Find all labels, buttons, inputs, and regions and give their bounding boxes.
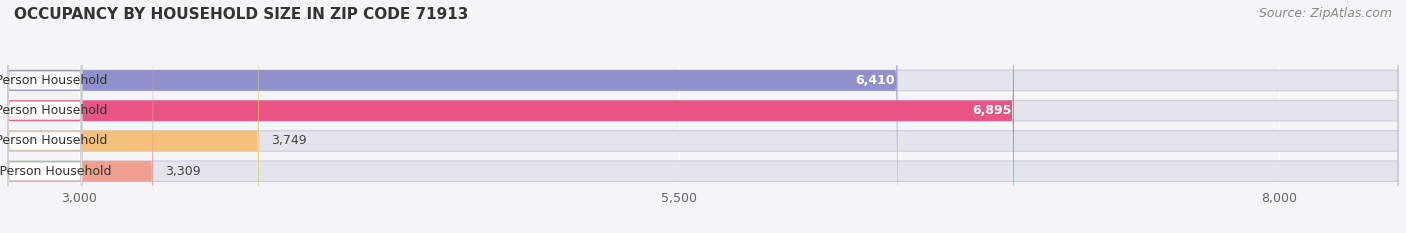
Text: 2-Person Household: 2-Person Household (0, 104, 107, 117)
FancyBboxPatch shape (7, 0, 1399, 233)
Text: 1-Person Household: 1-Person Household (0, 74, 107, 87)
FancyBboxPatch shape (7, 0, 82, 233)
FancyBboxPatch shape (7, 0, 1399, 233)
FancyBboxPatch shape (7, 0, 897, 233)
Text: OCCUPANCY BY HOUSEHOLD SIZE IN ZIP CODE 71913: OCCUPANCY BY HOUSEHOLD SIZE IN ZIP CODE … (14, 7, 468, 22)
FancyBboxPatch shape (7, 0, 153, 233)
Text: 4+ Person Household: 4+ Person Household (0, 165, 112, 178)
Text: Source: ZipAtlas.com: Source: ZipAtlas.com (1258, 7, 1392, 20)
Text: 6,895: 6,895 (972, 104, 1011, 117)
Text: 3-Person Household: 3-Person Household (0, 134, 107, 147)
Text: 3,749: 3,749 (271, 134, 307, 147)
FancyBboxPatch shape (7, 0, 82, 233)
FancyBboxPatch shape (7, 0, 1399, 233)
FancyBboxPatch shape (7, 0, 82, 233)
FancyBboxPatch shape (7, 0, 82, 233)
Text: 3,309: 3,309 (165, 165, 201, 178)
FancyBboxPatch shape (7, 0, 1399, 233)
Text: 6,410: 6,410 (855, 74, 896, 87)
FancyBboxPatch shape (7, 0, 1014, 233)
FancyBboxPatch shape (7, 0, 259, 233)
